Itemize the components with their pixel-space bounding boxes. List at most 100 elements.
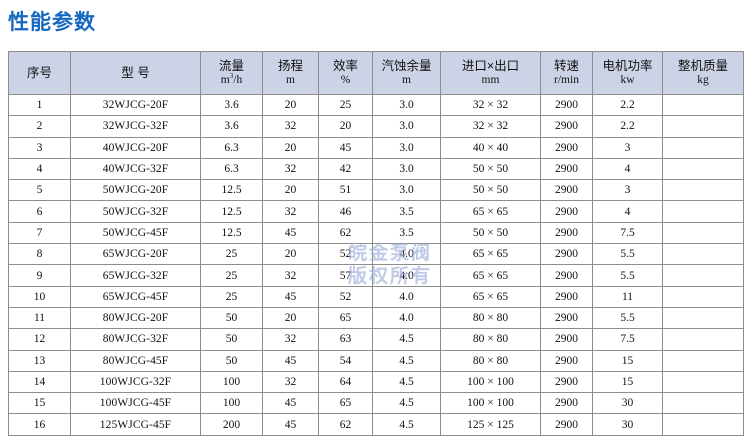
cell-value: 6.3 [200,136,263,159]
cell-value: 50 × 50 [440,157,541,181]
column-header-label: 流量 [218,58,244,73]
cell-value: 5.5 [592,243,663,266]
cell-value: 45 [262,349,319,372]
cell-model: 40WJCG-32F [70,157,201,181]
cell-value: 7.5 [592,328,663,351]
cell-model: 32WJCG-20F [70,93,201,117]
cell-value: 32 [262,157,319,181]
column-header-label: 序号 [26,65,52,80]
page-title: 性能参数 [8,11,96,34]
cell-value: 32 [262,328,319,351]
column-header-unit: r/min [554,74,579,87]
cell-value: 65 × 65 [440,200,541,223]
cell-model: 80WJCG-32F [70,328,201,351]
cell-value: 3.0 [372,136,441,159]
cell-value: 4.5 [372,328,441,351]
cell-value: 45 [318,136,373,159]
cell-index: 5 [8,179,71,202]
column-header-label: 整机质量 [677,58,728,73]
column-header-0: 序号 [8,51,71,95]
cell-index: 14 [8,370,71,394]
column-header-9: 整机质量 kg [662,51,744,95]
cell-value: 100 × 100 [440,370,541,394]
cell-value: 65 [318,306,373,330]
column-header-unit: m [286,74,295,87]
cell-model: 32WJCG-32F [70,115,201,138]
cell-index: 6 [8,200,71,223]
cell-value: 65 × 65 [440,285,541,308]
cell-value [662,349,744,372]
cell-value: 2900 [540,264,593,287]
cell-value: 2.2 [592,93,663,117]
cell-value: 3.0 [372,179,441,202]
table-row: 14 100WJCG-32F 100 32 64 4.5 100 × 100 2900 15 [8,370,744,394]
cell-model: 100WJCG-45F [70,392,201,415]
cell-index: 1 [8,93,71,117]
cell-value: 2900 [540,200,593,223]
cell-value: 12.5 [200,179,263,202]
cell-value: 20 [318,115,373,138]
cell-value: 45 [262,221,319,245]
cell-value [662,93,744,117]
cell-value: 65 × 65 [440,264,541,287]
column-header-label: 转速 [553,58,579,73]
cell-value: 20 [262,93,319,117]
cell-value: 2900 [540,392,593,415]
cell-value: 2900 [540,413,593,436]
cell-model: 40WJCG-20F [70,136,201,159]
cell-value: 100 × 100 [440,392,541,415]
column-header-1: 型 号 [70,51,201,95]
cell-value [662,115,744,138]
cell-value: 32 [262,264,319,287]
table-row: 4 40WJCG-32F 6.3 32 42 3.0 50 × 50 2900 4 [8,157,744,181]
column-header-unit: kw [620,74,635,87]
cell-value: 4 [592,200,663,223]
cell-value: 62 [318,221,373,245]
cell-value: 2900 [540,136,593,159]
cell-value: 40 × 40 [440,136,541,159]
cell-value: 50 × 50 [440,221,541,245]
cell-value [662,179,744,202]
cell-value: 2900 [540,370,593,394]
cell-index: 3 [8,136,71,159]
cell-value: 32 [262,115,319,138]
cell-value: 64 [318,370,373,394]
cell-index: 8 [8,243,71,266]
column-header-label: 扬程 [277,58,303,73]
cell-model: 125WJCG-45F [70,413,201,436]
cell-value: 20 [262,136,319,159]
cell-value: 25 [318,93,373,117]
table-row: 2 32WJCG-32F 3.6 32 20 3.0 32 × 32 2900 2.2 [8,115,744,138]
cell-value: 80 × 80 [440,306,541,330]
column-header-label: 进口×出口 [461,58,520,73]
table-row: 8 65WJCG-20F 25 20 52 4.0 65 × 65 2900 5.5 [8,243,744,266]
cell-model: 80WJCG-20F [70,306,201,330]
cell-value: 25 [200,243,263,266]
cell-value: 45 [262,413,319,436]
cell-value: 65 [318,392,373,415]
cell-value: 46 [318,200,373,223]
cell-value: 100 [200,392,263,415]
cell-value: 2900 [540,157,593,181]
cell-model: 50WJCG-32F [70,200,201,223]
cell-value: 200 [200,413,263,436]
cell-index: 2 [8,115,71,138]
column-header-3: 扬程 m [262,51,319,95]
table-row: 16 125WJCG-45F 200 45 62 4.5 125 × 125 2900 30 [8,413,744,436]
cell-value: 6.3 [200,157,263,181]
cell-value: 57 [318,264,373,287]
cell-value: 4.0 [372,243,441,266]
cell-value: 5.5 [592,306,663,330]
cell-value: 63 [318,328,373,351]
cell-value: 45 [262,285,319,308]
column-header-label: 效率 [332,58,358,73]
cell-index: 15 [8,392,71,415]
column-header-unit: m [402,74,411,87]
column-header-7: 转速 r/min [540,51,593,95]
cell-index: 10 [8,285,71,308]
cell-value: 32 × 32 [440,93,541,117]
table-row: 1 32WJCG-20F 3.6 20 25 3.0 32 × 32 2900 2.2 [8,93,744,117]
cell-value: 125 × 125 [440,413,541,436]
table-row: 5 50WJCG-20F 12.5 20 51 3.0 50 × 50 2900 3 [8,179,744,202]
cell-index: 7 [8,221,71,245]
